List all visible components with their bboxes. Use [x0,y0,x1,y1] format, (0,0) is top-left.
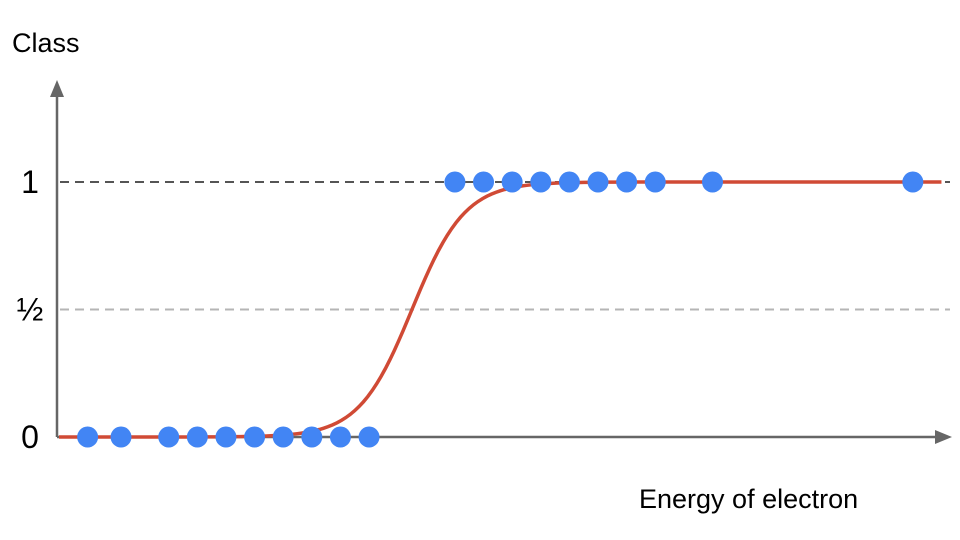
data-point [358,426,380,448]
data-point [158,426,180,448]
data-point [558,171,580,193]
data-point [186,426,208,448]
data-point [616,171,638,193]
data-point [701,171,723,193]
y-tick-label: 0 [21,419,39,455]
x-axis-title: Energy of electron [639,484,858,514]
x-axis-arrow [935,430,952,444]
data-point [301,426,323,448]
y-tick-label: 1 [21,164,39,200]
y-tick-labels: 0 ½ 1 [17,164,44,455]
data-point [444,171,466,193]
y-axis-arrow [50,80,64,97]
data-point [215,426,237,448]
data-point [77,426,99,448]
data-point [644,171,666,193]
data-point [272,426,294,448]
data-point [110,426,132,448]
y-axis-title: Class [12,28,80,58]
reference-lines [60,181,950,311]
data-point [329,426,351,448]
data-points [77,171,924,448]
data-point [530,171,552,193]
data-point [902,171,924,193]
data-point [587,171,609,193]
data-point [473,171,495,193]
data-point [244,426,266,448]
data-point [501,171,523,193]
y-tick-label: ½ [17,292,44,328]
